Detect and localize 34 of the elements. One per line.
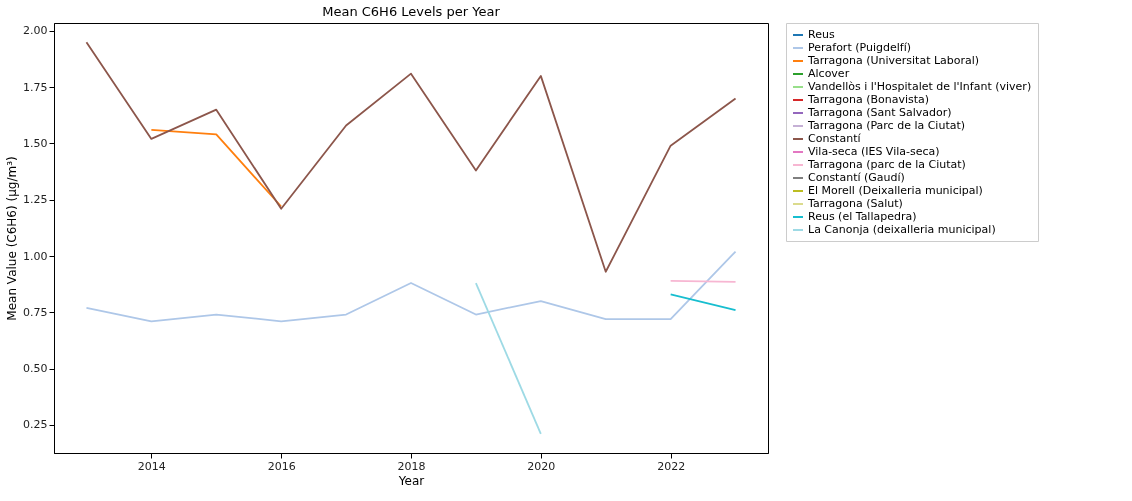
y-axis-title: Mean Value (C6H6) (µg/m³) — [5, 156, 20, 321]
line-series — [85, 250, 737, 323]
legend-label: Constantí — [808, 132, 862, 145]
y-tick-label: 1.50 — [23, 136, 48, 150]
y-tick-label: 2.00 — [23, 24, 48, 38]
y-tick-label: 0.25 — [23, 418, 48, 432]
y-tick-label: 1.25 — [23, 193, 48, 207]
x-tick-label: 2020 — [527, 459, 556, 473]
legend-label: Tarragona (Sant Salvador) — [807, 106, 952, 119]
legend-label: Vila-seca (IES Vila-seca) — [808, 145, 940, 158]
y-tick-label: 1.00 — [23, 249, 48, 263]
legend-label: Perafort (Puigdelfí) — [808, 41, 911, 54]
legend-label: Alcover — [808, 67, 850, 80]
legend-label: Reus — [808, 28, 835, 41]
x-tick-label: 2016 — [267, 459, 296, 473]
chart-title: Mean C6H6 Levels per Year — [322, 3, 501, 19]
x-tick-label: 2014 — [137, 459, 166, 473]
legend-label: Tarragona (parc de la Ciutat) — [807, 158, 966, 171]
x-tick-label: 2022 — [657, 459, 686, 473]
x-axis-title: Year — [397, 473, 425, 488]
y-tick-label: 0.50 — [23, 362, 48, 376]
legend-label: Tarragona (Bonavista) — [807, 93, 930, 106]
legend-label: Tarragona (Salut) — [807, 197, 903, 210]
y-tick-label: 0.75 — [23, 305, 48, 319]
legend-label: El Morell (Deixalleria municipal) — [808, 184, 983, 197]
line-series — [85, 41, 737, 273]
legend-label: Constantí (Gaudí) — [808, 171, 905, 184]
legend-label: Vandellòs i l'Hospitalet de l'Infant (viver) — [808, 80, 1032, 93]
legend-label: La Canonja (deixalleria municipal) — [808, 223, 996, 236]
x-tick-label: 2018 — [397, 459, 426, 473]
y-tick-label: 1.75 — [23, 80, 48, 94]
legend-label: Tarragona (Universitat Laboral) — [807, 54, 980, 67]
legend-label: Reus (el Tallapedra) — [808, 210, 917, 223]
legend-label: Tarragona (Parc de la Ciutat) — [807, 119, 966, 132]
